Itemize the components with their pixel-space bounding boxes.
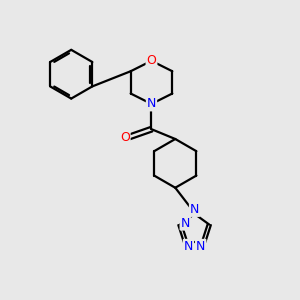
Text: N: N — [196, 240, 206, 253]
Text: N: N — [190, 203, 199, 216]
Text: O: O — [120, 131, 130, 144]
Text: N: N — [147, 98, 156, 110]
Text: O: O — [146, 54, 156, 67]
Text: N: N — [181, 217, 190, 230]
Text: N: N — [184, 240, 193, 253]
